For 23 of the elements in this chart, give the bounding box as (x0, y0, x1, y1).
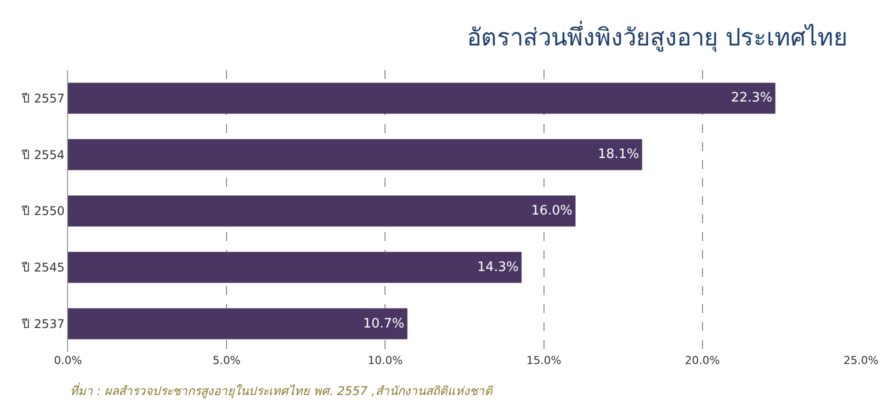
chart-title: อัตราส่วนพึ่งพิงวัยสูงอายุ ประเทศไทย (467, 20, 848, 52)
bar (68, 82, 776, 114)
x-tick-label: 10.0% (368, 354, 403, 367)
x-tick-label: 0.0% (54, 354, 82, 367)
bar (68, 308, 408, 340)
y-tick-label: ปี 2550 (21, 204, 65, 218)
x-tick-label: 20.0% (684, 354, 720, 367)
bar (68, 252, 522, 283)
data-label: 18.1% (598, 147, 640, 162)
data-label: 16.0% (531, 204, 573, 218)
data-label: 10.7% (363, 316, 404, 332)
y-tick-label: ปี 2557 (21, 91, 65, 106)
x-tick-label: 15.0% (526, 354, 562, 367)
x-tick-label: 25.0% (844, 354, 878, 367)
text: ที่มา : ผลสำรวจประชากรสูงอายุในประเทศไทย พศ. 2557 ,สำนักงานสถิติแห่งชาติ (70, 382, 494, 399)
data-label: 14.3% (477, 260, 519, 275)
y-tick-label: ปี 2545 (21, 260, 65, 275)
bar (68, 139, 642, 170)
y-tick-label: ปี 2537 (21, 317, 65, 331)
bar (68, 195, 576, 227)
data-label: 22.3% (731, 90, 772, 106)
x-tick-label: 5.0% (212, 354, 241, 367)
y-tick-label: ปี 2554 (21, 148, 65, 162)
